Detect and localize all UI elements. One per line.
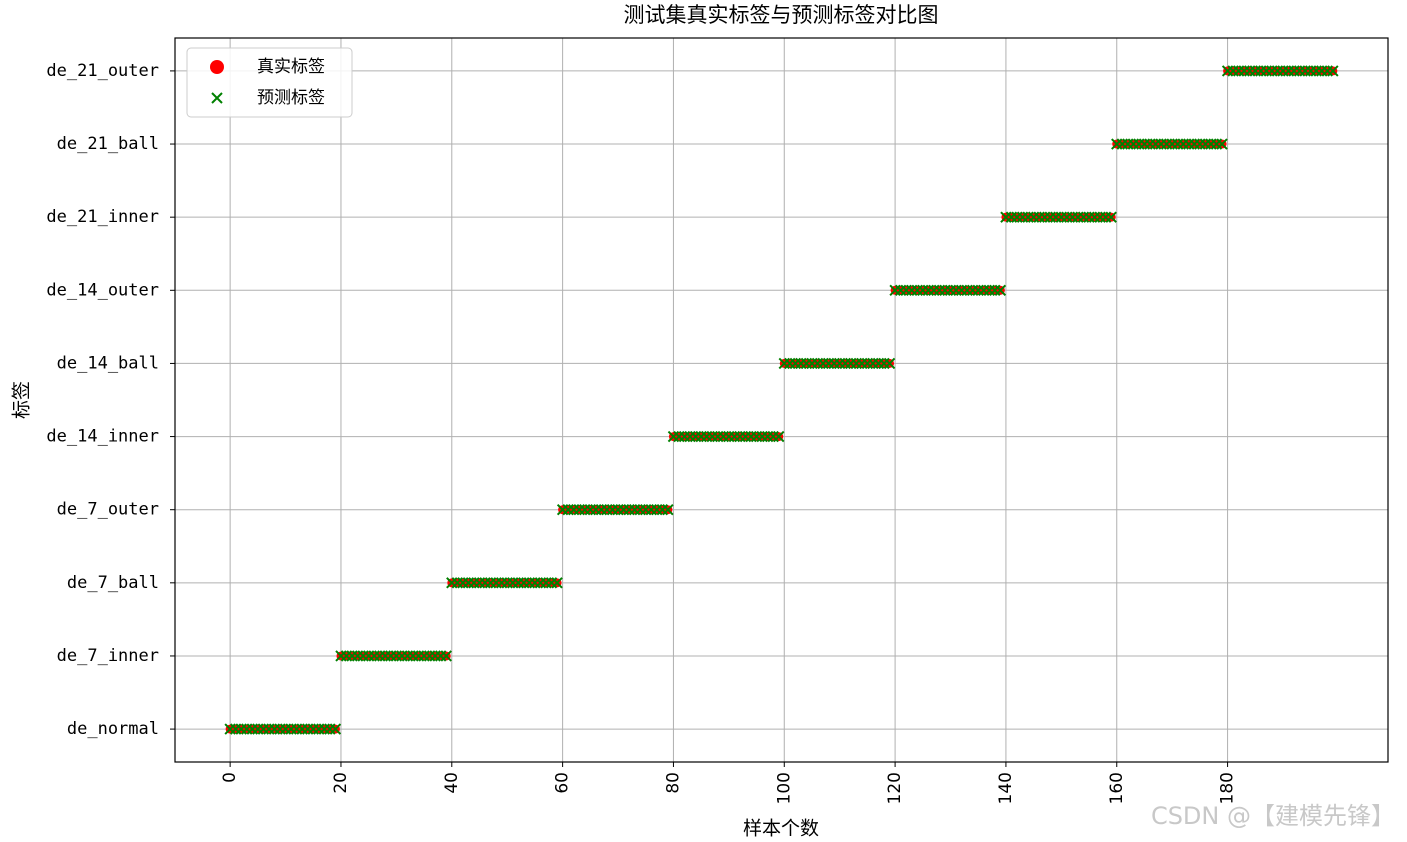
legend-marker xyxy=(211,92,223,104)
x-tick-label: 160 xyxy=(1107,772,1127,804)
plot-frame xyxy=(174,37,1389,763)
y-tick-label: de_7_inner xyxy=(57,646,159,666)
y-tick-label: de_14_ball xyxy=(57,353,159,373)
x-tick-label: 80 xyxy=(663,772,683,794)
point xyxy=(883,357,896,370)
point xyxy=(329,723,342,735)
point xyxy=(994,284,1007,297)
x-tick-label: 100 xyxy=(774,772,794,804)
legend-label: 预测标签 xyxy=(257,88,325,108)
y-tick-label: de_14_inner xyxy=(46,427,159,447)
y-tick-label: de_7_outer xyxy=(57,500,159,520)
x-tick-label: 60 xyxy=(553,772,573,794)
point xyxy=(1327,65,1339,77)
y-tick-label: de_21_outer xyxy=(46,61,159,81)
series xyxy=(224,65,1339,735)
legend-box xyxy=(186,47,353,118)
legend-label: 真实标签 xyxy=(257,57,325,77)
y-tick-label: de_7_ball xyxy=(67,573,159,593)
x-tick-label: 140 xyxy=(996,772,1016,804)
point xyxy=(551,577,563,589)
point xyxy=(1216,138,1228,150)
y-tick-label: de_21_ball xyxy=(57,134,159,154)
y-tick-label: de_21_inner xyxy=(46,207,159,227)
y-tick-label: de_14_outer xyxy=(46,280,159,300)
point xyxy=(440,650,452,662)
watermark: CSDN @【建模先锋】 xyxy=(1151,802,1395,830)
x-tick-label: 40 xyxy=(442,772,462,794)
chart-title: 测试集真实标签与预测标签对比图 xyxy=(624,3,939,27)
x-tick-label: 120 xyxy=(885,772,905,804)
point xyxy=(773,430,785,443)
x-tick-label: 0 xyxy=(220,772,240,783)
x-tick-label: 20 xyxy=(331,772,351,794)
y-axis-label: 标签 xyxy=(11,381,33,419)
point xyxy=(1105,211,1117,223)
point xyxy=(662,503,674,516)
x-tick-label: 180 xyxy=(1218,772,1238,804)
series xyxy=(225,66,1338,734)
y-tick-label: de_normal xyxy=(67,719,159,739)
legend-marker xyxy=(210,60,224,74)
x-axis-label: 样本个数 xyxy=(743,818,819,840)
